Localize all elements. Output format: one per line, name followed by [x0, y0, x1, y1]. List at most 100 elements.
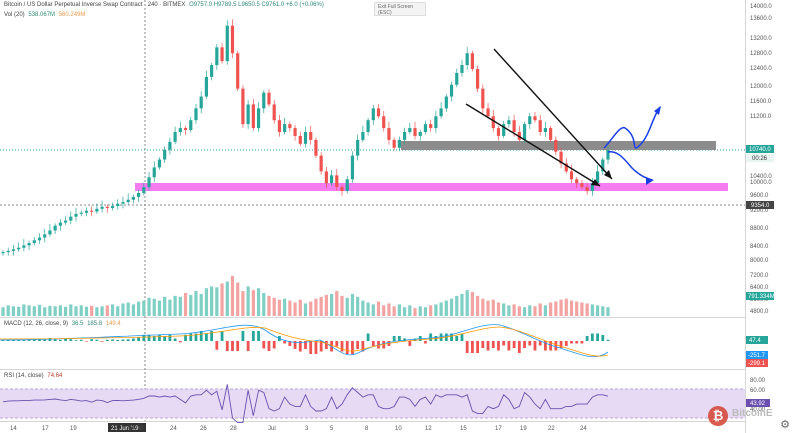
candle-body [11, 249, 16, 251]
macd-hist-bar [538, 341, 542, 346]
volume-bar [590, 304, 594, 316]
volume-axis-label: 8000.0 [750, 258, 769, 264]
macd-line-tag [746, 351, 768, 359]
macd-hist-bar [502, 341, 506, 346]
macd-hist-bar [38, 339, 41, 341]
candle-body [220, 47, 224, 62]
candle-body [569, 171, 574, 180]
macd-hist-bar [497, 341, 500, 351]
candle-body [53, 225, 57, 231]
exit-fullscreen-tooltip[interactable]: Exit Full Screen (ESC) [374, 2, 426, 16]
candle-body [204, 76, 209, 97]
symbol-legend[interactable]: Bitcoin / US Dollar Perpetual Inverse Sw… [4, 2, 324, 8]
candle-body [335, 175, 339, 188]
macd-signal-tag-text: -299.1 [748, 361, 766, 367]
candle-body [22, 245, 26, 248]
macd-hist-bar [267, 341, 271, 351]
candle-body [413, 128, 417, 136]
volume-bar [241, 291, 245, 316]
volume-bar [126, 302, 130, 316]
candle-body [408, 128, 412, 132]
macd-legend-v2: 185.8 [87, 321, 103, 327]
time-axis-label: 21 Jun '19 [111, 426, 139, 432]
macd-hist-bar [413, 338, 417, 341]
macd-hist-bar [283, 341, 287, 344]
candle-body [418, 132, 422, 136]
macd-hist-bar [111, 339, 114, 341]
volume-bar [53, 306, 57, 316]
resistance-zone[interactable] [401, 141, 716, 150]
volume-bar [376, 301, 381, 316]
volume-bar [11, 306, 16, 316]
volume-bar [131, 304, 135, 316]
macd-hist-bar [528, 341, 532, 346]
candle-body [476, 69, 480, 89]
macd-hist-bar [288, 341, 292, 346]
projection-paths[interactable] [603, 106, 661, 185]
macd-hist-bar [105, 339, 109, 341]
volume-bar [43, 307, 47, 316]
candle-body [465, 53, 469, 66]
macd-hist-bar [142, 334, 146, 341]
macd-legend[interactable]: MACD (12, 26, close, 9) 36.5 185.8 149.4 [4, 321, 121, 327]
macd-hist-bar [309, 341, 313, 354]
settings-gear-icon[interactable]: ⚙ [780, 419, 790, 431]
candle-body [595, 171, 600, 184]
volume-bar [27, 305, 31, 316]
macd-signal-line [0, 326, 609, 357]
volume-bar [465, 290, 469, 316]
volume-bar [549, 302, 553, 316]
candle-body [183, 128, 188, 131]
volume-bar [189, 294, 193, 316]
descending-trendline[interactable] [493, 48, 613, 180]
rsi-band [0, 389, 745, 418]
macd-hist-tag [746, 336, 768, 344]
bearish-projection-path[interactable] [607, 151, 653, 181]
lower-trendline[interactable] [465, 103, 601, 187]
volume-bar [444, 300, 448, 316]
macd-hist-bar [53, 339, 57, 341]
macd-hist-bar [215, 341, 219, 350]
volume-bar [538, 303, 542, 316]
volume-bar [288, 300, 292, 316]
candle-body [105, 206, 109, 208]
time-axis-label: 17 [42, 426, 49, 432]
volume-bar [283, 298, 287, 316]
macd-hist-bar [225, 341, 229, 351]
macd-hist-bar [116, 340, 120, 341]
macd-hist-bar [549, 341, 553, 351]
trendlines[interactable] [465, 48, 613, 187]
rsi-legend[interactable]: RSI (14, close) 74.64 [4, 373, 62, 379]
volume-bar [554, 301, 558, 316]
volume-bar [194, 291, 198, 316]
volume-legend[interactable]: Vol (20) 538.067M 560.249M [4, 12, 85, 18]
price-axis-label: 13200.0 [750, 36, 772, 42]
volume-bar [455, 295, 459, 316]
candle-body [110, 206, 115, 208]
volume-bar [517, 306, 521, 316]
macd-hist-bar [314, 341, 318, 354]
candle-body [559, 151, 563, 164]
bullish-projection-path[interactable] [603, 106, 661, 149]
macd-hist-bar [184, 334, 187, 341]
candle-body [585, 187, 589, 192]
watermark: ₿ BitcoinE [708, 404, 798, 430]
volume-bar [178, 296, 182, 316]
rsi-tag-text: 43.92 [750, 401, 766, 407]
volume-bar [84, 306, 89, 316]
macd-hist-bar [205, 333, 208, 341]
price-axis[interactable]: 14000.0 13600.0 13200.0 12800.0 12400.0 12000… [750, 4, 772, 250]
time-axis-label: 14 [10, 426, 17, 432]
macd-hist-bar [397, 336, 401, 341]
price-axis-label: 12000.0 [750, 84, 772, 90]
support-zone[interactable] [135, 183, 728, 191]
candle-body [27, 243, 31, 246]
time-axis-label: 10 [395, 426, 402, 432]
volume-bar [251, 290, 255, 316]
candle-body [434, 116, 438, 129]
candle-body [392, 139, 396, 148]
candle-body [402, 132, 407, 140]
